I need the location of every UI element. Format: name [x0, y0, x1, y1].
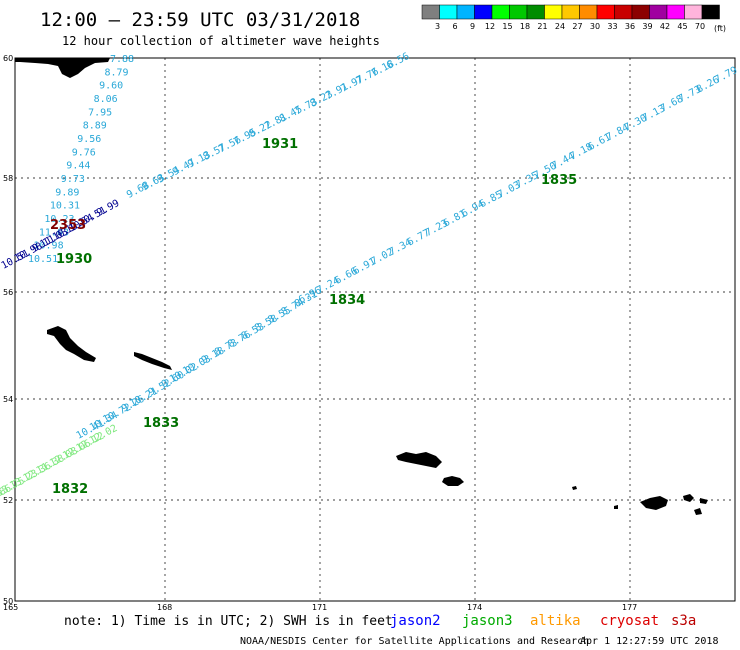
islet-2 [614, 505, 618, 509]
track-time-label: 1931 [262, 137, 298, 152]
legend-label: 33 [607, 22, 617, 31]
legend-label: 12 [485, 22, 495, 31]
wave-height-label: 9.76 [72, 147, 96, 158]
legend-label: 21 [537, 22, 547, 31]
footer-credit: NOAA/NESDIS Center for Satellite Applica… [240, 636, 589, 647]
lat-label: 52 [3, 496, 13, 505]
lon-labels: 165 168 171 174 177 [3, 603, 637, 612]
legend-swatch [509, 4, 528, 20]
legend-label: 24 [555, 22, 565, 31]
legend-swatch [666, 4, 685, 20]
legend-swatch [439, 4, 458, 20]
lon-label: 165 [3, 603, 18, 612]
wave-height-legend: 3 6 9 12 15 18 21 24 27 30 33 36 39 42 45 70 [421, 4, 720, 31]
lat-labels: 60 58 56 54 52 50 [3, 54, 13, 606]
legend-label: 39 [642, 22, 652, 31]
legend-label: 30 [590, 22, 600, 31]
bering-island [47, 326, 96, 362]
track-time-label: 1834 [329, 293, 365, 308]
legend-label: 36 [625, 22, 635, 31]
wave-height-label: 8.06 [94, 94, 118, 105]
wave-height-label: 11.03 [39, 227, 69, 238]
wave-height-label: 10.23 [44, 214, 74, 225]
lon-label: 174 [467, 603, 482, 612]
medny-island [134, 352, 172, 370]
wave-height-label: 7.88 [110, 54, 134, 65]
chart-title: 12:00 – 23:59 UTC 03/31/2018 [40, 9, 360, 31]
wave-height-label: 10.98 [34, 241, 64, 252]
wave-height-label: 9.89 [55, 187, 79, 198]
legend-label: 6 [452, 22, 457, 31]
legend-swatch [474, 4, 493, 20]
kiska-island [640, 496, 668, 510]
legend-swatch [526, 4, 545, 20]
legend-swatch [561, 4, 580, 20]
legend-swatch [596, 4, 615, 20]
legend-label: 70 [695, 22, 705, 31]
footer-timestamp: Apr 1 12:27:59 UTC 2018 [580, 636, 718, 647]
graticule [15, 58, 735, 601]
legend-label: 3 [435, 22, 440, 31]
wave-height-label: 9.60 [99, 81, 123, 92]
lat-label: 54 [3, 395, 13, 404]
legend-label: 45 [677, 22, 687, 31]
track-time-label: 1930 [56, 252, 92, 267]
legend-swatch [544, 4, 563, 20]
map-frame [14, 57, 736, 602]
wave-height-label: 9.44 [66, 161, 90, 172]
legend-label: 42 [660, 22, 670, 31]
legend-label: 9 [470, 22, 475, 31]
chart-subtitle: 12 hour collection of altimeter wave hei… [62, 34, 380, 48]
sat-label-altika: altika [530, 613, 581, 629]
legend-swatch [701, 4, 720, 20]
agattu-island [442, 476, 464, 486]
lat-label: 60 [3, 54, 13, 63]
legend-swatch [579, 4, 598, 20]
kamchatka-coast [15, 58, 110, 78]
wave-height-label: 8.89 [83, 121, 107, 132]
wave-height-label: 9.56 [77, 134, 101, 145]
wave-height-label: 8.79 [105, 67, 129, 78]
legend-swatch [491, 4, 510, 20]
wave-height-label: 10.31 [50, 201, 80, 212]
track-time-label: 1833 [143, 416, 179, 431]
legend-unit: (ft) [714, 24, 726, 33]
wave-height-label: 9.73 [61, 174, 85, 185]
legend-swatch [421, 4, 440, 20]
track-time-label-2353: 2353 [50, 218, 86, 233]
wave-height-label: 7.95 [88, 107, 112, 118]
sat-label-s3a: s3a [671, 613, 696, 629]
legend-swatch [614, 4, 633, 20]
attu-island [396, 452, 442, 468]
islet-1 [572, 486, 577, 490]
track-time-label-1835: 1835 [541, 173, 577, 188]
lat-label: 50 [3, 597, 13, 606]
legend-swatch [456, 4, 475, 20]
lon-label: 168 [157, 603, 172, 612]
rat-islands [683, 494, 708, 515]
legend-label: 15 [502, 22, 512, 31]
lon-label: 171 [312, 603, 327, 612]
land-masses [15, 58, 708, 515]
sat-label-jason3: jason3 [462, 613, 513, 629]
lat-label: 56 [3, 288, 13, 297]
lat-label: 58 [3, 174, 13, 183]
legend-swatch [631, 4, 650, 20]
legend-swatch [649, 4, 668, 20]
legend-swatch [684, 4, 703, 20]
sat-label-jason2: jason2 [390, 613, 441, 629]
lon-label: 177 [622, 603, 637, 612]
track-time-label: 1832 [52, 482, 88, 497]
legend-label: 18 [520, 22, 530, 31]
sat-label-cryosat: cryosat [600, 613, 659, 629]
legend-label: 27 [572, 22, 582, 31]
footer-note: note: 1) Time is in UTC; 2) SWH is in fe… [64, 614, 393, 629]
wave-height-label: 10.51 [28, 254, 58, 265]
